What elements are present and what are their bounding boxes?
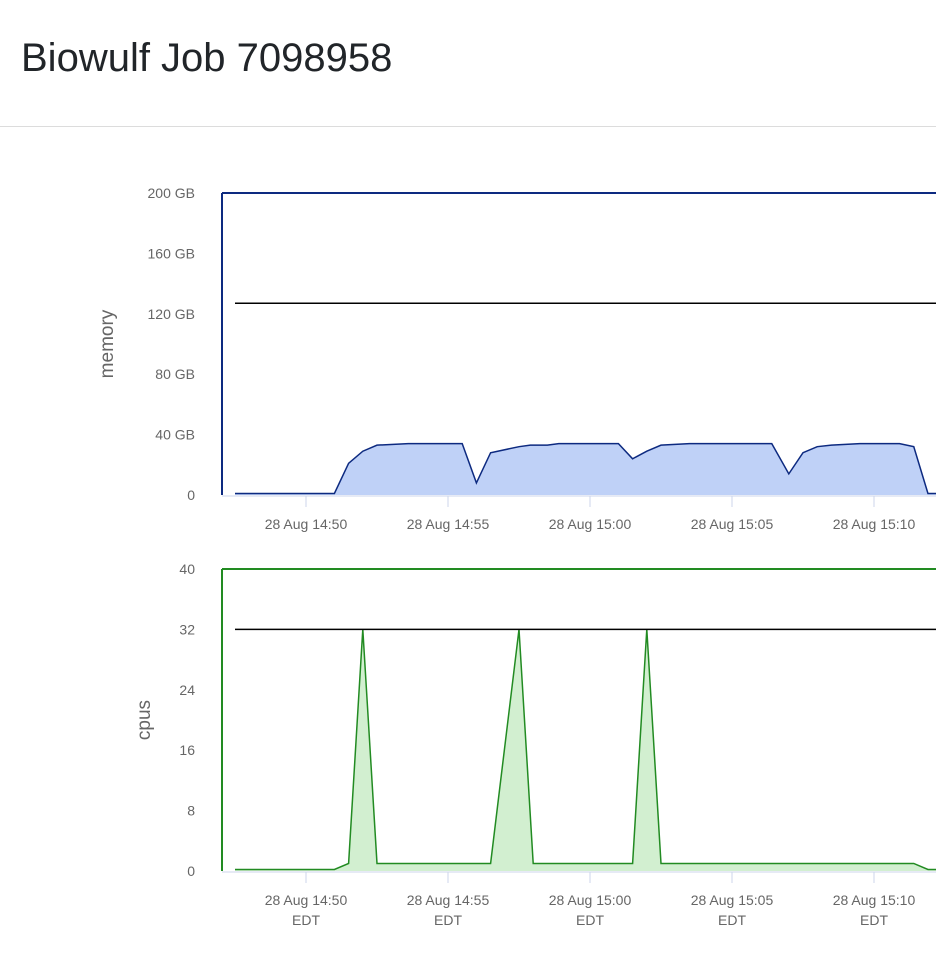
memory-area-fill (235, 443, 936, 495)
cpus-x-tick-label: 28 Aug 15:05 (691, 892, 774, 908)
memory-chart: memory 0 40 GB 80 GB 120 GB 160 GB 200 GB 28 Au… (97, 185, 936, 532)
memory-x-tick-label: 28 Aug 14:50 (265, 516, 348, 532)
cpus-area-fill (235, 629, 936, 871)
cpus-x-tick-label: 28 Aug 15:10 (833, 892, 916, 908)
memory-axis-title: memory (97, 309, 118, 378)
memory-x-tick-label: 28 Aug 15:00 (549, 516, 632, 532)
cpus-y-tick-label: 32 (179, 621, 195, 637)
memory-y-tick-label: 80 GB (155, 366, 195, 382)
cpus-y-tick-label: 0 (187, 863, 195, 879)
memory-y-tick-label: 160 GB (148, 245, 195, 261)
cpus-axis-title: cpus (134, 700, 155, 740)
cpus-x-tick-label: 28 Aug 14:50 (265, 892, 348, 908)
cpus-x-tick-sublabel: EDT (860, 912, 888, 928)
cpus-y-tick-label: 16 (179, 742, 195, 758)
memory-series-line (235, 442, 936, 495)
cpus-y-tick-label: 40 (179, 561, 195, 577)
cpus-y-tick-label: 8 (187, 803, 195, 819)
memory-y-tick-label: 200 GB (148, 185, 195, 201)
memory-y-tick-label: 0 (187, 487, 195, 503)
memory-y-tick-label: 120 GB (148, 306, 195, 322)
memory-x-tick-label: 28 Aug 15:10 (833, 516, 916, 532)
cpus-x-tick-label: 28 Aug 15:00 (549, 892, 632, 908)
header-divider (0, 126, 936, 127)
cpus-x-tick-sublabel: EDT (434, 912, 462, 928)
page-title: Biowulf Job 7098958 (21, 36, 393, 80)
memory-y-tick-label: 40 GB (155, 427, 195, 443)
cpus-x-tick-sublabel: EDT (718, 912, 746, 928)
cpus-chart: cpus 0 8 16 24 32 40 28 Aug 14:50 EDT 28 Aug 14:5… (134, 561, 936, 928)
cpus-x-tick-label: 28 Aug 14:55 (407, 892, 490, 908)
memory-x-tick-label: 28 Aug 15:05 (691, 516, 774, 532)
cpus-series-line (235, 629, 936, 871)
memory-x-tick-label: 28 Aug 14:55 (407, 516, 490, 532)
cpus-y-tick-label: 24 (179, 682, 195, 698)
cpus-x-tick-sublabel: EDT (576, 912, 604, 928)
cpus-x-tick-sublabel: EDT (292, 912, 320, 928)
